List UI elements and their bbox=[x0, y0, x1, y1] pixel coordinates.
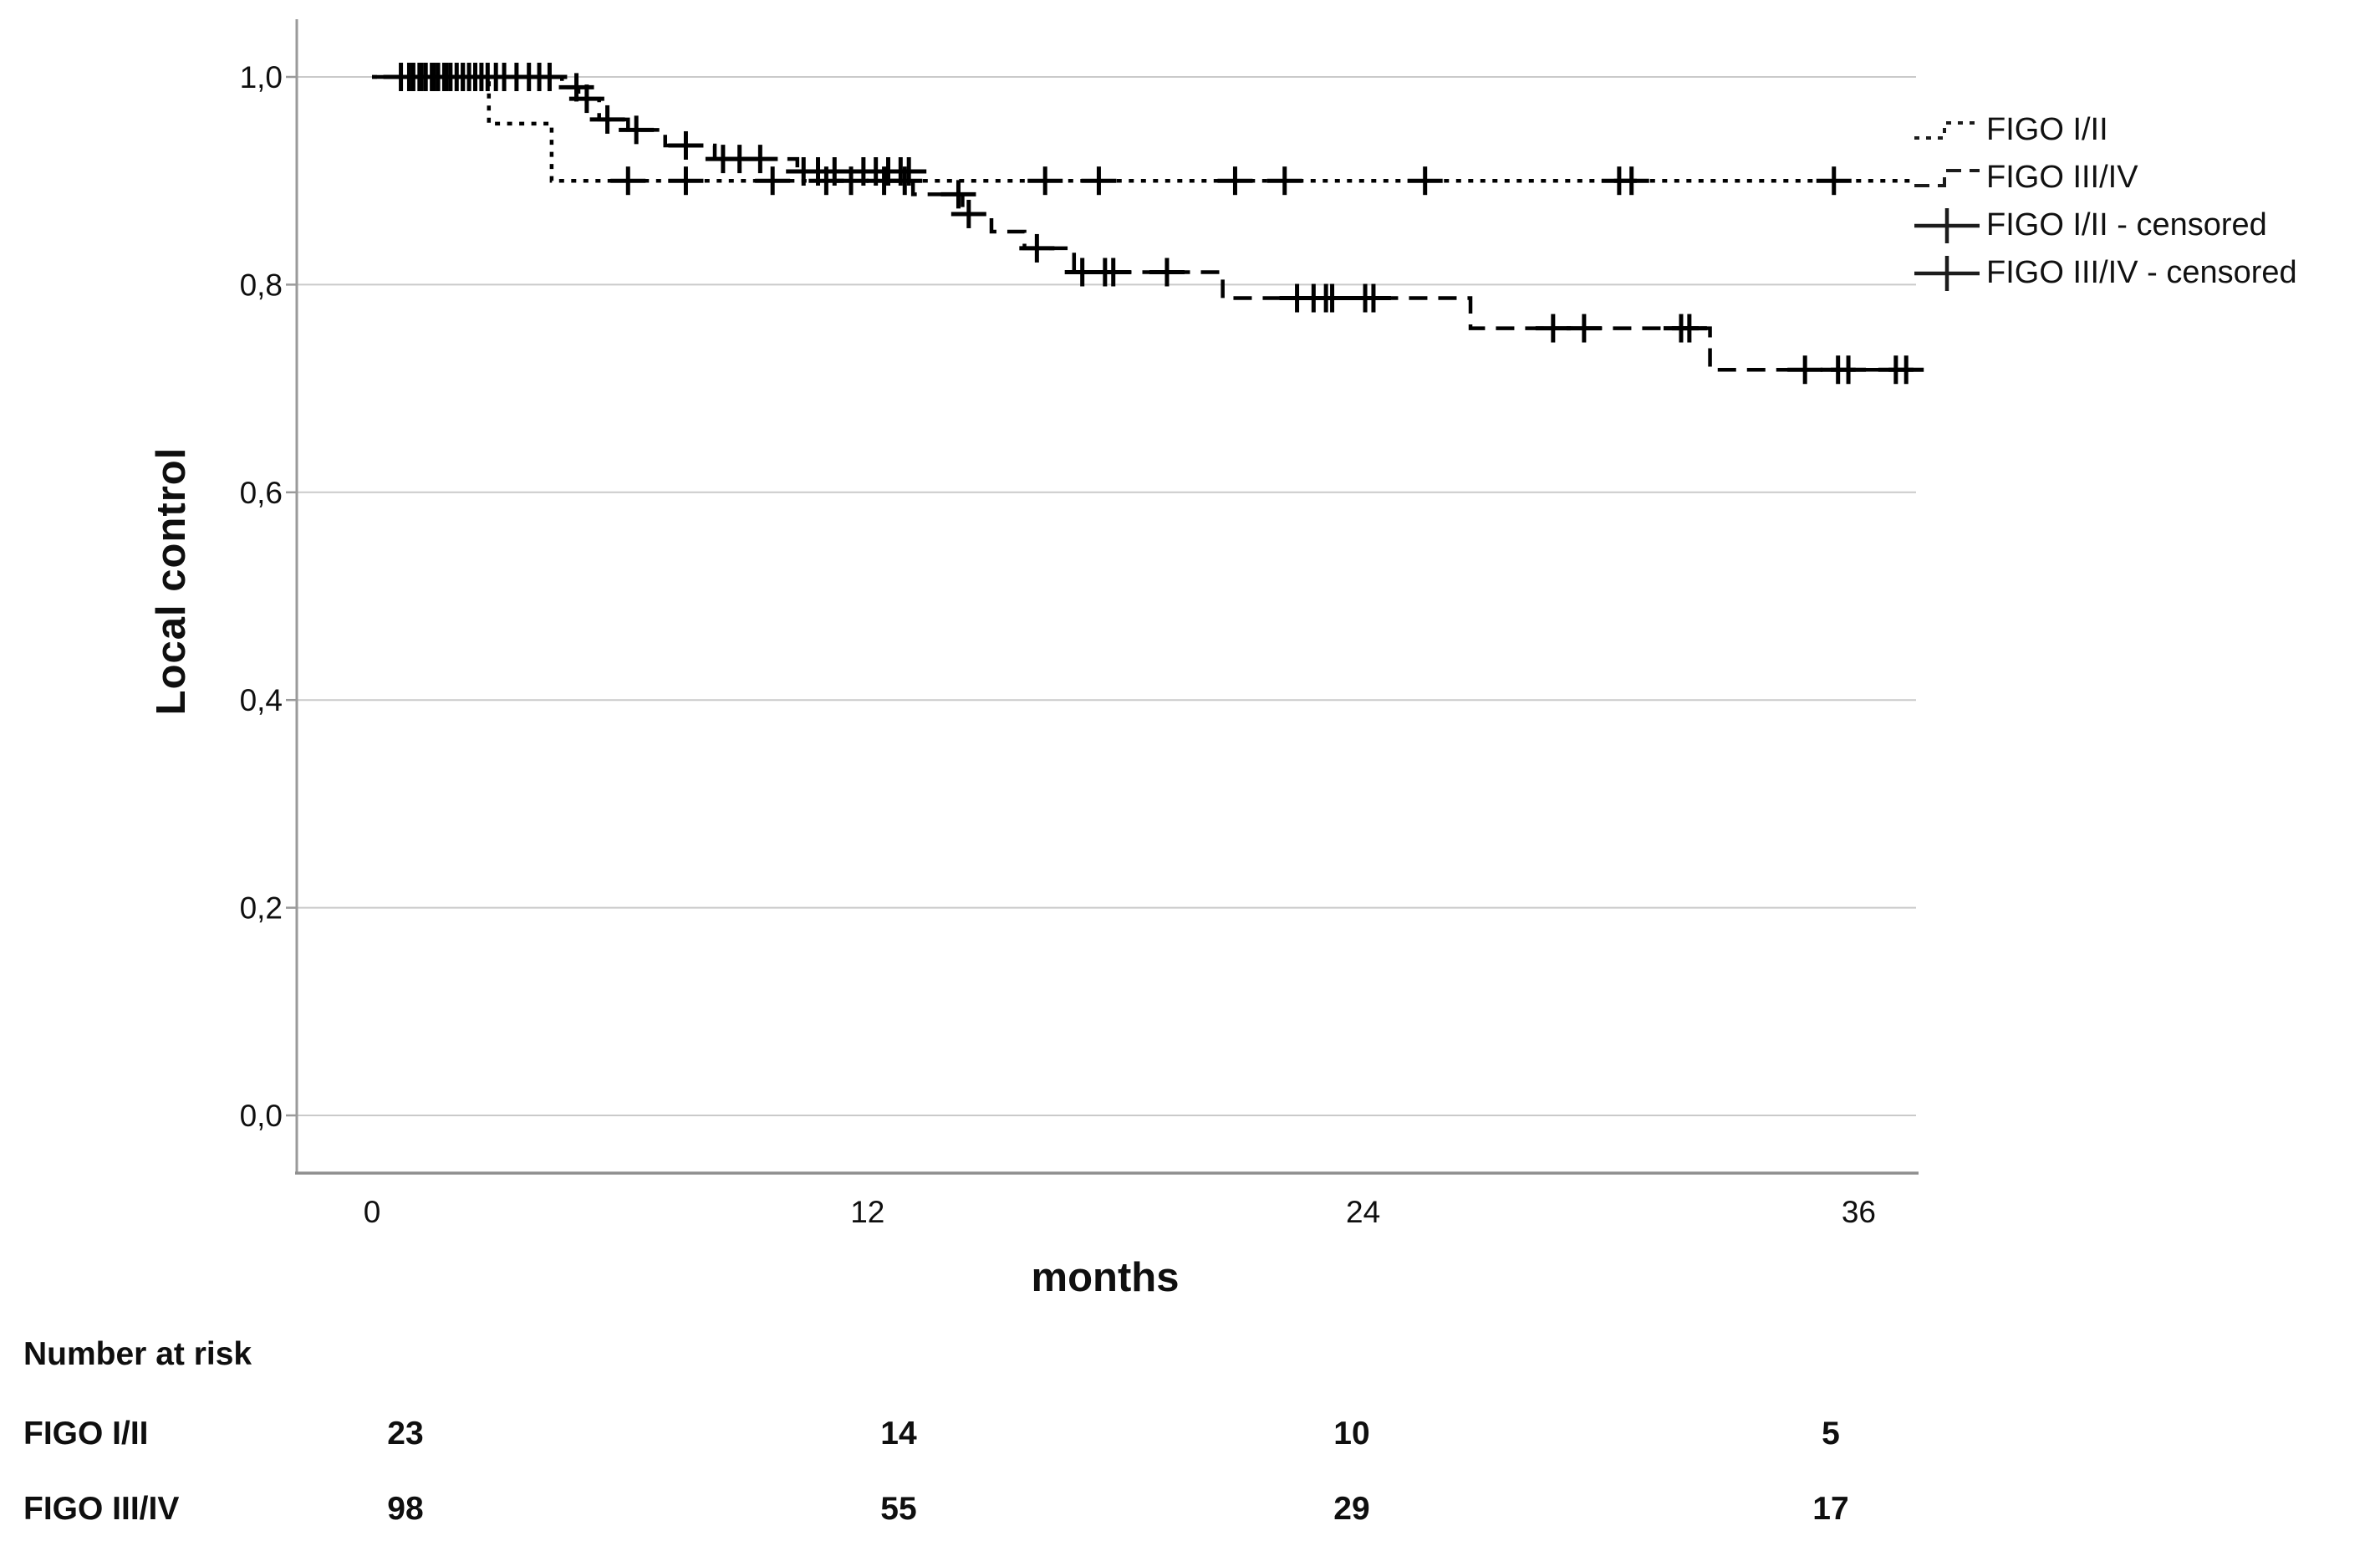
survival-curve-figo-1-2 bbox=[372, 74, 1913, 183]
risk-row-label: FIGO III/IV bbox=[23, 1491, 180, 1527]
legend-item-figo-3-4-censored: FIGO III/IV - censored bbox=[1913, 249, 2297, 297]
y-tick-label: 1,0 bbox=[240, 60, 283, 94]
risk-table-row-figo-1-2: FIGO I/II 23 14 10 5 bbox=[0, 1416, 2380, 1457]
legend-item-figo-3-4: FIGO III/IV bbox=[1913, 154, 2297, 202]
legend: FIGO I/II FIGO III/IV FIGO I/II - censor… bbox=[1913, 106, 2297, 297]
risk-value: 17 bbox=[1812, 1491, 1849, 1527]
censor-cross-icon bbox=[1914, 255, 1980, 291]
y-tick-label: 0,6 bbox=[240, 476, 283, 510]
risk-row-label: FIGO I/II bbox=[23, 1416, 149, 1452]
y-tick-label: 0,4 bbox=[240, 683, 283, 717]
x-tick-label: 24 bbox=[1346, 1195, 1380, 1229]
risk-table-row-figo-3-4: FIGO III/IV 98 55 29 17 bbox=[0, 1491, 2380, 1533]
legend-item-figo-1-2-censored: FIGO I/II - censored bbox=[1913, 202, 2297, 249]
x-axis-title: months bbox=[1031, 1255, 1180, 1300]
risk-value: 55 bbox=[880, 1491, 917, 1527]
y-tick-label: 0,0 bbox=[240, 1099, 283, 1133]
risk-value: 23 bbox=[387, 1416, 424, 1452]
y-tick-label: 0,2 bbox=[240, 891, 283, 926]
legend-label: FIGO I/II - censored bbox=[1986, 207, 2267, 242]
y-tick-label: 0,8 bbox=[240, 268, 283, 302]
survival-curve-figo-3-4 bbox=[372, 74, 1917, 372]
dotted-step-line-icon bbox=[1914, 120, 1980, 140]
risk-value: 5 bbox=[1822, 1416, 1840, 1452]
censor-cross-icon bbox=[1914, 207, 1980, 243]
risk-table-title: Number at risk bbox=[23, 1336, 252, 1372]
risk-value: 10 bbox=[1333, 1416, 1370, 1452]
risk-value: 98 bbox=[387, 1491, 424, 1527]
legend-label: FIGO I/II bbox=[1986, 112, 2108, 147]
dashed-step-line-icon bbox=[1914, 168, 1980, 187]
x-tick-label: 0 bbox=[364, 1195, 381, 1229]
risk-value: 29 bbox=[1333, 1491, 1370, 1527]
x-tick-label: 36 bbox=[1842, 1195, 1876, 1229]
legend-item-figo-1-2: FIGO I/II bbox=[1913, 106, 2297, 154]
legend-label: FIGO III/IV bbox=[1986, 160, 2138, 195]
x-tick-label: 12 bbox=[850, 1195, 884, 1229]
legend-label: FIGO III/IV - censored bbox=[1986, 255, 2297, 290]
risk-value: 14 bbox=[880, 1416, 917, 1452]
y-axis-title: Local control bbox=[149, 446, 194, 716]
